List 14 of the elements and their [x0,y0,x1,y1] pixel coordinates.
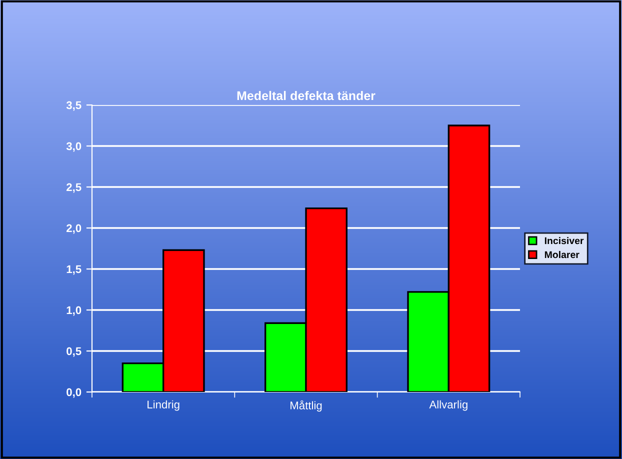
legend-label: Molarer [544,250,580,258]
x-tick-label: Måttlig [290,400,322,412]
y-tick-label: 2,0 [66,224,82,234]
y-tick-label: 0,5 [66,347,82,357]
y-tick-label: 1,0 [66,306,82,316]
y-tick-label: 0,0 [66,388,82,398]
y-tick-label: 3,5 [66,101,82,111]
x-tick-label: Allvarlig [429,400,468,411]
y-tick-label: 2,5 [66,183,82,193]
legend-label: Incisiver [544,237,584,244]
y-tick-label: 1,5 [66,265,82,275]
y-tick-label: 3,0 [66,142,82,152]
x-tick-label: Lindrig [148,400,180,411]
chart-title: Medeltal defekta tänder [237,90,376,100]
